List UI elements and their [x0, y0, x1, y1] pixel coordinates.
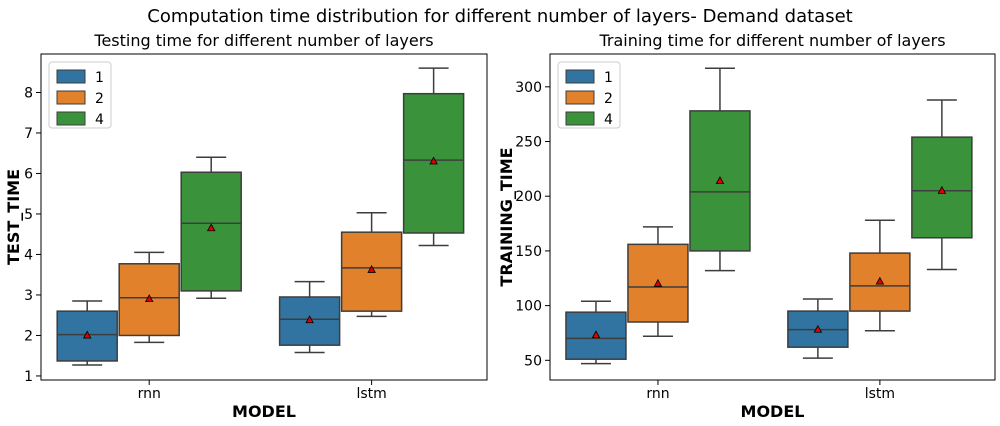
- box-body: [340, 231, 403, 312]
- plot-area-frame: [549, 53, 996, 381]
- box-4-rnn: [180, 156, 242, 299]
- x-axis-label: MODEL: [232, 402, 296, 421]
- legend-swatch-4: [56, 111, 86, 126]
- box-4-rnn: [689, 67, 751, 272]
- legend: 1 2 4: [557, 61, 621, 129]
- legend-swatch-4: [565, 111, 595, 126]
- y-tick-label: 150: [515, 244, 542, 260]
- box-2-rnn: [118, 251, 180, 344]
- figure-suptitle: Computation time distribution for differ…: [147, 6, 852, 27]
- legend-label-4: 4: [95, 112, 104, 128]
- y-tick-label: 200: [515, 189, 542, 205]
- legend-swatch-2: [56, 90, 86, 105]
- x-tick-label: rnn: [138, 386, 161, 402]
- mean-marker: [653, 278, 663, 287]
- y-axis-label: TRAINING_TIME: [497, 147, 516, 286]
- box-4-lstm: [911, 99, 973, 271]
- legend-label-2: 2: [604, 91, 613, 107]
- legend: 1 2 4: [48, 61, 112, 129]
- mean-marker: [144, 294, 154, 303]
- y-tick-label: 3: [24, 288, 33, 304]
- box-2-rnn: [627, 226, 689, 337]
- mean-marker: [206, 223, 216, 232]
- box-1-lstm: [278, 280, 341, 354]
- legend-swatch-1: [565, 69, 595, 84]
- y-tick-label: 5: [24, 207, 33, 223]
- mean-marker: [367, 265, 376, 273]
- x-tick-label: lstm: [356, 386, 386, 402]
- y-tick-label: 1: [24, 369, 33, 385]
- box-body: [180, 171, 242, 292]
- mean-marker: [813, 324, 823, 333]
- legend-swatch-1: [56, 69, 86, 84]
- chart-panel-2: Training time for different number of la…: [497, 31, 996, 421]
- y-tick-label: 4: [24, 247, 33, 263]
- chart-title: Training time for different number of la…: [598, 31, 945, 50]
- mean-marker: [591, 330, 601, 339]
- mean-marker: [937, 185, 947, 194]
- box-1-rnn: [56, 300, 118, 366]
- mean-marker: [715, 176, 725, 184]
- y-tick-label: 6: [24, 166, 33, 182]
- x-tick-label: rnn: [646, 386, 669, 402]
- y-tick-label: 100: [515, 299, 542, 315]
- box-1-rnn: [565, 300, 627, 365]
- legend-swatch-2: [565, 90, 595, 105]
- y-tick-label: 8: [24, 85, 33, 101]
- box-4-lstm: [402, 67, 465, 247]
- chart-title: Testing time for different number of lay…: [93, 31, 433, 50]
- legend-label-1: 1: [95, 70, 104, 86]
- y-tick-label: 250: [515, 135, 542, 151]
- mean-marker: [305, 315, 314, 324]
- x-axis-label: MODEL: [741, 402, 805, 421]
- box-2-lstm: [849, 219, 911, 332]
- box-2-lstm: [340, 211, 403, 318]
- mean-marker: [82, 330, 92, 339]
- x-tick-label: lstm: [865, 386, 895, 402]
- y-tick-label: 50: [524, 353, 542, 369]
- legend-label-2: 2: [95, 91, 104, 107]
- mean-marker: [875, 276, 885, 285]
- y-tick-label: 2: [24, 328, 33, 344]
- box-body: [849, 252, 911, 312]
- legend-label-4: 4: [604, 112, 613, 128]
- chart-panel-1: Testing time for different number of lay…: [4, 31, 488, 421]
- y-axis-label: TEST_TIME: [4, 169, 23, 265]
- y-tick-label: 300: [515, 80, 542, 96]
- plot-area-frame: [40, 53, 488, 381]
- mean-marker: [429, 156, 438, 165]
- box-1-lstm: [787, 298, 849, 359]
- legend-label-1: 1: [604, 70, 613, 86]
- y-tick-label: 7: [24, 126, 33, 142]
